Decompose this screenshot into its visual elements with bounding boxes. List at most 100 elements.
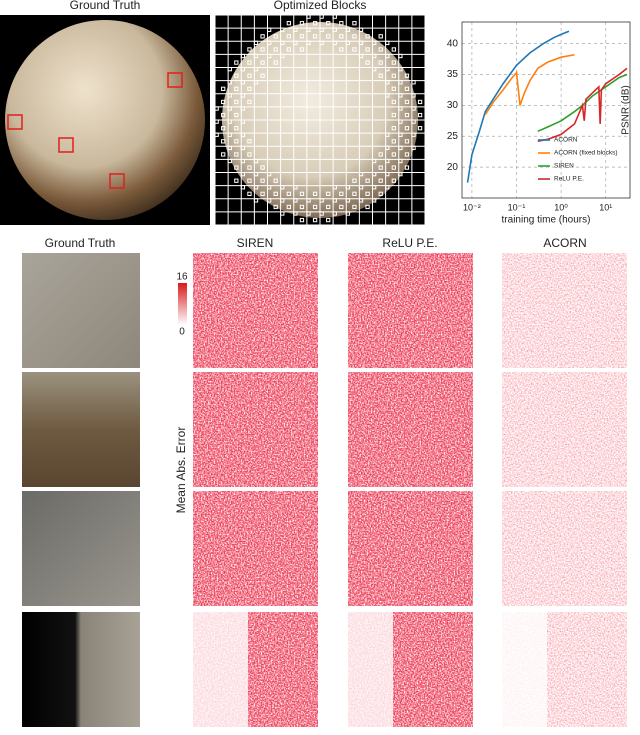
block — [365, 204, 370, 210]
block — [234, 99, 239, 105]
block — [404, 99, 410, 105]
block — [273, 34, 278, 39]
block — [227, 132, 232, 137]
block — [234, 165, 239, 170]
block — [358, 198, 364, 203]
block — [247, 139, 252, 144]
zoom-boxes — [7, 72, 183, 189]
block — [247, 165, 252, 170]
y-tick-label: 30 — [447, 100, 459, 111]
block — [267, 172, 272, 177]
y-tick-label: 20 — [447, 162, 459, 173]
block — [398, 67, 403, 72]
legend-label: ACORN (fixed blocks) — [554, 150, 618, 157]
series-line — [537, 73, 628, 133]
block — [267, 53, 272, 59]
block — [286, 21, 291, 26]
block — [385, 93, 390, 98]
legend-label: ReLU P.E. — [554, 176, 584, 183]
block — [398, 172, 403, 177]
block — [312, 204, 318, 210]
error-mask — [193, 612, 248, 727]
block — [240, 158, 246, 164]
block — [385, 53, 390, 59]
block — [411, 80, 416, 85]
x-tick-label: 10⁻² — [463, 202, 481, 212]
block — [214, 132, 219, 137]
panel-title: Optimized Blocks — [274, 0, 367, 12]
block — [267, 198, 272, 203]
block — [253, 67, 259, 72]
block — [339, 191, 344, 196]
block — [365, 178, 370, 183]
block — [234, 139, 239, 144]
block — [404, 139, 410, 144]
block — [293, 198, 298, 203]
block — [398, 93, 403, 98]
block — [326, 21, 331, 26]
block — [411, 93, 416, 98]
block — [358, 27, 364, 32]
block — [417, 99, 423, 105]
block — [352, 178, 357, 183]
block — [240, 53, 246, 59]
planet — [5, 20, 205, 220]
block — [299, 34, 305, 39]
block — [299, 47, 305, 52]
block — [273, 191, 278, 196]
block — [385, 132, 390, 137]
block — [247, 47, 252, 52]
block — [391, 178, 396, 183]
block — [358, 53, 364, 59]
block — [332, 198, 337, 203]
block — [306, 211, 311, 216]
block — [352, 34, 357, 39]
block — [247, 99, 252, 105]
block — [234, 73, 239, 78]
block — [260, 191, 265, 196]
block — [372, 40, 377, 46]
block — [365, 47, 370, 52]
block — [260, 34, 265, 39]
block — [221, 139, 226, 144]
block — [227, 145, 232, 151]
block — [339, 21, 344, 26]
block — [372, 185, 377, 190]
block — [240, 80, 246, 85]
block — [326, 34, 331, 39]
block — [404, 126, 410, 131]
block — [411, 106, 416, 111]
block — [398, 145, 403, 151]
block — [332, 14, 337, 19]
colorbar-max: 16 — [176, 272, 188, 283]
block — [404, 86, 410, 91]
block — [398, 158, 403, 164]
block — [319, 14, 324, 19]
block — [345, 185, 351, 190]
block — [227, 106, 232, 111]
block — [260, 178, 265, 183]
block — [286, 204, 291, 210]
block — [352, 204, 357, 210]
block — [247, 73, 252, 78]
block — [372, 172, 377, 177]
block — [247, 152, 252, 157]
error-map — [348, 253, 473, 368]
block — [332, 185, 337, 190]
block — [391, 126, 396, 131]
block — [293, 27, 298, 32]
block-grid — [214, 14, 426, 226]
block — [398, 106, 403, 111]
colorbar-min: 0 — [179, 327, 185, 338]
block — [240, 119, 246, 124]
block — [247, 191, 252, 196]
block — [312, 191, 318, 196]
block — [391, 73, 396, 78]
block — [280, 40, 285, 46]
block — [404, 73, 410, 78]
block — [385, 67, 390, 72]
block — [372, 198, 377, 203]
block — [372, 158, 377, 164]
error-map — [502, 253, 627, 368]
block — [273, 204, 278, 210]
